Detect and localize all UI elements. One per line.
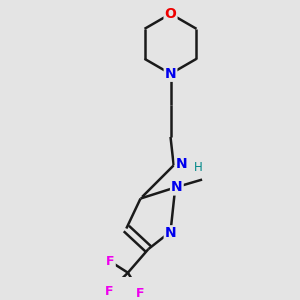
- Text: F: F: [105, 285, 113, 298]
- Text: N: N: [171, 181, 183, 194]
- Text: N: N: [165, 226, 176, 240]
- Text: O: O: [165, 7, 176, 21]
- Text: F: F: [106, 255, 115, 268]
- Text: H: H: [194, 161, 203, 174]
- Text: N: N: [165, 67, 176, 81]
- Text: N: N: [176, 157, 188, 171]
- Text: F: F: [136, 287, 145, 300]
